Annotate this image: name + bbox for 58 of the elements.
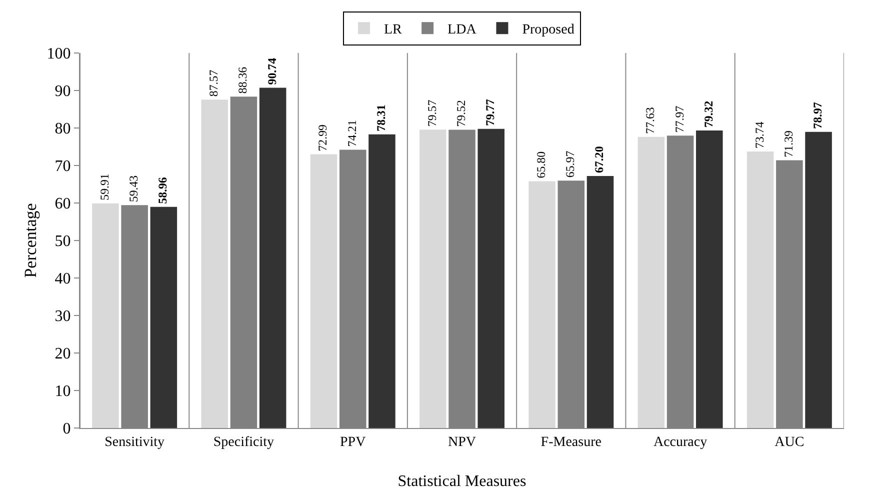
data-label: 79.32: [701, 100, 716, 128]
data-label: 65.97: [563, 150, 578, 178]
x-tick-label: NPV: [448, 434, 476, 450]
data-label: 78.31: [374, 104, 388, 132]
data-label: 59.91: [97, 174, 112, 200]
bar: [696, 130, 723, 428]
y-tick-label: 100: [46, 46, 71, 63]
bar: [528, 181, 556, 428]
data-label: 77.63: [643, 107, 658, 134]
data-label: 67.20: [592, 146, 606, 173]
x-tick-label: PPV: [340, 434, 366, 450]
bar: [310, 154, 338, 428]
y-tick-label: 60: [54, 196, 71, 213]
data-label: 79.77: [483, 99, 498, 126]
data-label: 87.57: [206, 70, 221, 97]
legend-label: Proposed: [522, 22, 574, 38]
data-label: 65.80: [534, 151, 548, 178]
data-label: 79.52: [454, 100, 468, 127]
bar: [638, 136, 665, 428]
x-tick-label: F-Measure: [540, 434, 602, 450]
x-tick-label: AUC: [774, 434, 804, 450]
bar: [746, 151, 774, 428]
bar: [368, 134, 396, 428]
y-tick-label: 50: [54, 233, 71, 250]
data-label: 58.96: [156, 177, 170, 204]
data-label: 90.74: [264, 58, 279, 85]
data-label: 77.97: [672, 106, 686, 133]
bar: [92, 203, 119, 428]
x-tick-label: Accuracy: [653, 434, 708, 450]
x-tick-label: Specificity: [213, 434, 274, 450]
bar: [805, 132, 832, 428]
x-tick-label: Sensitivity: [104, 434, 165, 450]
y-tick-label: 90: [54, 83, 71, 100]
data-label: 79.57: [424, 100, 439, 127]
data-label: 73.74: [752, 122, 766, 148]
y-tick-label: 0: [62, 420, 71, 438]
bar: [259, 88, 286, 428]
bar: [478, 128, 504, 428]
data-label: 74.21: [344, 120, 359, 147]
y-tick-label: 40: [54, 270, 71, 288]
y-tick-label: 30: [54, 308, 71, 326]
bar: [420, 130, 446, 428]
bar: [586, 176, 614, 428]
data-label: 72.99: [316, 124, 330, 152]
data-label: 59.43: [126, 175, 141, 202]
x-axis-title: Statistical Measures: [398, 473, 526, 490]
y-axis-title: Percentage: [21, 203, 40, 278]
legend-label: LDA: [448, 22, 478, 38]
data-label: 78.97: [810, 102, 825, 129]
bar: [201, 100, 228, 428]
y-tick-label: 80: [54, 120, 71, 138]
legend-label: LR: [384, 22, 403, 38]
data-label: 71.39: [781, 130, 796, 158]
y-tick-label: 70: [54, 158, 71, 176]
data-label: 88.36: [236, 66, 250, 94]
y-tick-label: 20: [54, 346, 71, 363]
y-tick-label: 10: [54, 383, 71, 400]
bar: [150, 206, 178, 428]
